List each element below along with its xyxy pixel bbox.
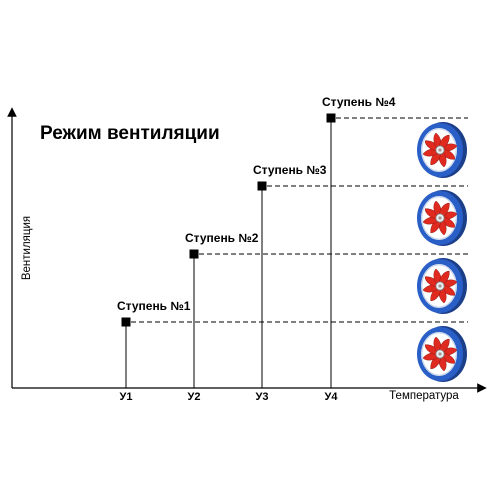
fan-icon xyxy=(417,122,467,178)
step-label: Ступень №3 xyxy=(253,163,327,177)
x-tick-label: У3 xyxy=(256,391,269,403)
step-label: Ступень №1 xyxy=(117,299,191,313)
step-marker xyxy=(326,113,336,123)
fan-icon xyxy=(417,190,467,246)
y-axis-label: Вентиляция xyxy=(21,216,33,280)
x-tick-label: У2 xyxy=(188,391,201,403)
step-label: Ступень №4 xyxy=(322,95,396,109)
fans-layer xyxy=(417,122,467,382)
steps-layer: У1 У2 У3 У4 Ступень №1 Ступень №2 Ступень №3 Ст… xyxy=(117,95,468,403)
x-axis-label: Температура xyxy=(389,390,459,402)
step-marker xyxy=(121,317,131,327)
step-label: Ступень №2 xyxy=(185,231,259,245)
x-tick-label: У1 xyxy=(120,391,133,403)
fan-icon xyxy=(417,258,467,314)
fan-icon xyxy=(417,326,467,382)
step-marker xyxy=(257,181,267,191)
diagram-title: Режим вентиляции xyxy=(40,123,220,144)
x-tick-label: У4 xyxy=(325,391,339,403)
step-marker xyxy=(189,249,199,259)
